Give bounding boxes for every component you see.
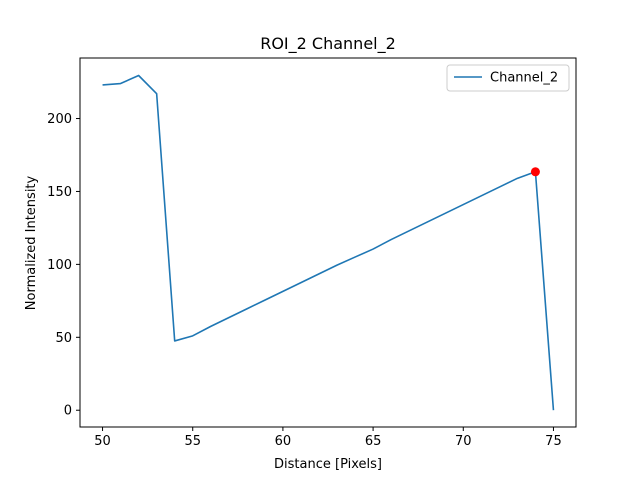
x-axis-ticks: 50 55 60 65 70 75: [94, 427, 562, 449]
legend-box: [446, 64, 570, 92]
y-axis-ticks: 0 50 100 150 200: [47, 112, 80, 419]
plot-frame: [79, 57, 577, 428]
highlight-point-0: [530, 167, 540, 177]
legend: Channel_2: [446, 64, 570, 92]
x-tick-label-0: 50: [94, 434, 111, 449]
x-tick-label-4: 70: [455, 434, 472, 449]
y-tick-label-1: 50: [55, 331, 72, 346]
y-tick-label-3: 150: [47, 185, 72, 200]
x-tick-label-1: 55: [184, 434, 201, 449]
y-axis-label: Normalized Intensity: [24, 175, 39, 310]
y-tick-label-0: 0: [64, 404, 72, 419]
x-axis-label: Distance [Pixels]: [274, 457, 382, 472]
x-tick-label-2: 60: [275, 434, 292, 449]
chart-title: ROI_2 Channel_2: [260, 34, 396, 54]
x-tick-label-5: 75: [545, 434, 562, 449]
x-tick-label-3: 65: [365, 434, 382, 449]
series-line-0: [102, 74, 555, 411]
legend-label-0: Channel_2: [490, 71, 558, 86]
y-tick-label-4: 200: [47, 112, 72, 127]
y-tick-label-2: 100: [47, 258, 72, 273]
plot-area: [79, 57, 577, 428]
